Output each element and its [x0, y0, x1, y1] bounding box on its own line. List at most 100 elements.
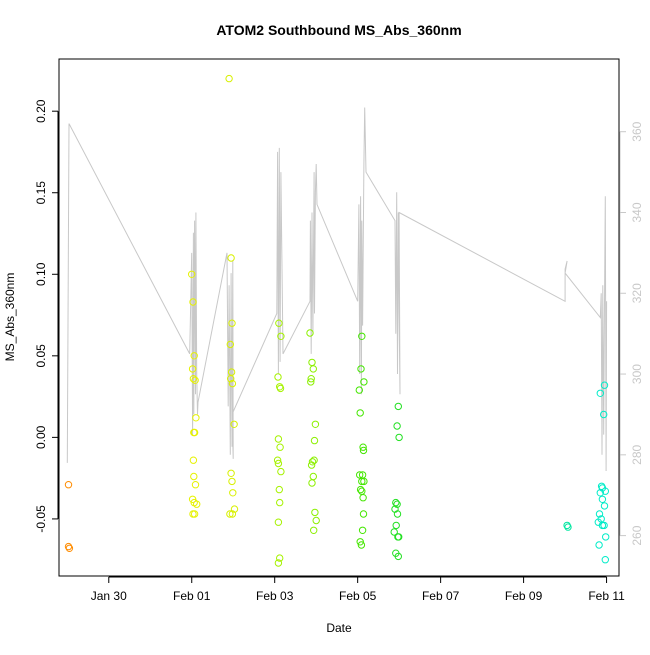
data-point	[311, 508, 319, 517]
data-point	[226, 340, 235, 349]
data-point	[600, 521, 608, 530]
y2-tick-label: 300	[630, 364, 644, 384]
y2-tick-label: 260	[630, 525, 644, 545]
data-point	[596, 489, 604, 497]
data-point	[601, 556, 609, 564]
data-point	[360, 378, 368, 386]
x-tick-label: Feb 01	[173, 589, 211, 603]
y2-tick-label: 340	[630, 202, 644, 222]
data-point	[228, 510, 237, 518]
data-point	[307, 461, 316, 469]
data-point	[310, 436, 319, 445]
data-point	[600, 410, 608, 419]
data-point	[226, 510, 234, 518]
data-point	[359, 446, 368, 455]
data-point	[358, 477, 366, 486]
secondary-line-layer	[66, 107, 608, 472]
data-point	[356, 538, 364, 546]
x-tick-label: Feb 05	[339, 589, 377, 603]
data-point	[596, 389, 604, 397]
data-point	[189, 375, 198, 383]
data-point	[274, 373, 282, 381]
y2-tick-label: 280	[630, 444, 644, 464]
data-point	[188, 365, 197, 373]
y-tick-label: 0.10	[34, 262, 48, 286]
secondary-trace-line	[66, 107, 608, 472]
data-point	[311, 420, 320, 428]
data-point	[277, 332, 285, 340]
data-point	[306, 329, 314, 337]
data-point	[600, 502, 609, 510]
data-point	[355, 386, 363, 394]
data-point	[229, 489, 237, 497]
data-point	[227, 469, 235, 477]
data-point	[274, 559, 283, 567]
data-point	[274, 518, 283, 526]
data-point	[357, 541, 366, 549]
data-point	[228, 379, 237, 388]
data-point	[395, 433, 403, 442]
data-point	[390, 528, 398, 536]
data-point	[308, 479, 316, 487]
data-point	[357, 365, 365, 373]
data-point	[275, 485, 283, 494]
data-point	[189, 456, 198, 464]
data-point	[274, 459, 283, 468]
data-point	[190, 472, 198, 481]
y-tick-label: 0.15	[34, 181, 48, 205]
y2-tick-label: 320	[630, 283, 644, 303]
data-point	[308, 458, 317, 466]
data-point	[393, 510, 402, 518]
data-point	[276, 443, 284, 451]
y-tick-label: 0.00	[34, 425, 48, 449]
x-tick-label: Jan 30	[91, 589, 127, 603]
data-point	[228, 477, 236, 486]
data-point	[601, 487, 609, 495]
data-point	[598, 495, 607, 503]
data-point	[394, 402, 402, 411]
data-point	[225, 74, 233, 83]
data-point	[227, 375, 235, 383]
data-point	[595, 510, 604, 518]
data-point	[394, 552, 402, 561]
data-point	[228, 319, 236, 327]
x-tick-label: Feb 11	[588, 589, 625, 603]
data-point	[230, 505, 239, 513]
data-point	[193, 500, 201, 508]
data-point	[189, 298, 197, 306]
data-point	[600, 381, 609, 389]
data-point	[190, 510, 199, 518]
x-tick-label: Feb 07	[422, 589, 460, 603]
y-tick-label: -0.05	[34, 505, 48, 533]
data-point	[360, 477, 368, 486]
data-point	[356, 485, 365, 494]
data-point	[393, 500, 401, 508]
data-point	[602, 533, 610, 541]
plot-frame	[58, 58, 620, 577]
data-point	[275, 319, 283, 327]
data-point	[564, 523, 572, 531]
data-point	[595, 541, 603, 549]
data-point	[276, 384, 285, 393]
data-point	[312, 516, 320, 525]
data-point	[393, 422, 401, 430]
point-layer	[64, 74, 610, 567]
data-point	[191, 376, 199, 384]
data-point	[358, 332, 366, 340]
y2-tick-label: 360	[630, 121, 644, 141]
x-axis-label: Date	[326, 621, 352, 635]
axes-layer: Jan 30 Feb 01 Feb 03 Feb 05 Feb 07 Feb 09 Feb …	[34, 99, 644, 603]
data-point	[277, 467, 285, 476]
data-point	[227, 254, 235, 262]
data-point	[64, 481, 73, 489]
data-point	[358, 526, 367, 534]
data-point	[274, 435, 283, 443]
chart-title: ATOM2 Southbound MS_Abs_360nm	[216, 22, 461, 38]
data-point	[359, 443, 367, 451]
y-tick-label: 0.05	[34, 344, 48, 368]
data-point	[273, 456, 282, 464]
data-point	[276, 554, 284, 562]
y-axis-label: MS_Abs_360nm	[3, 273, 17, 362]
